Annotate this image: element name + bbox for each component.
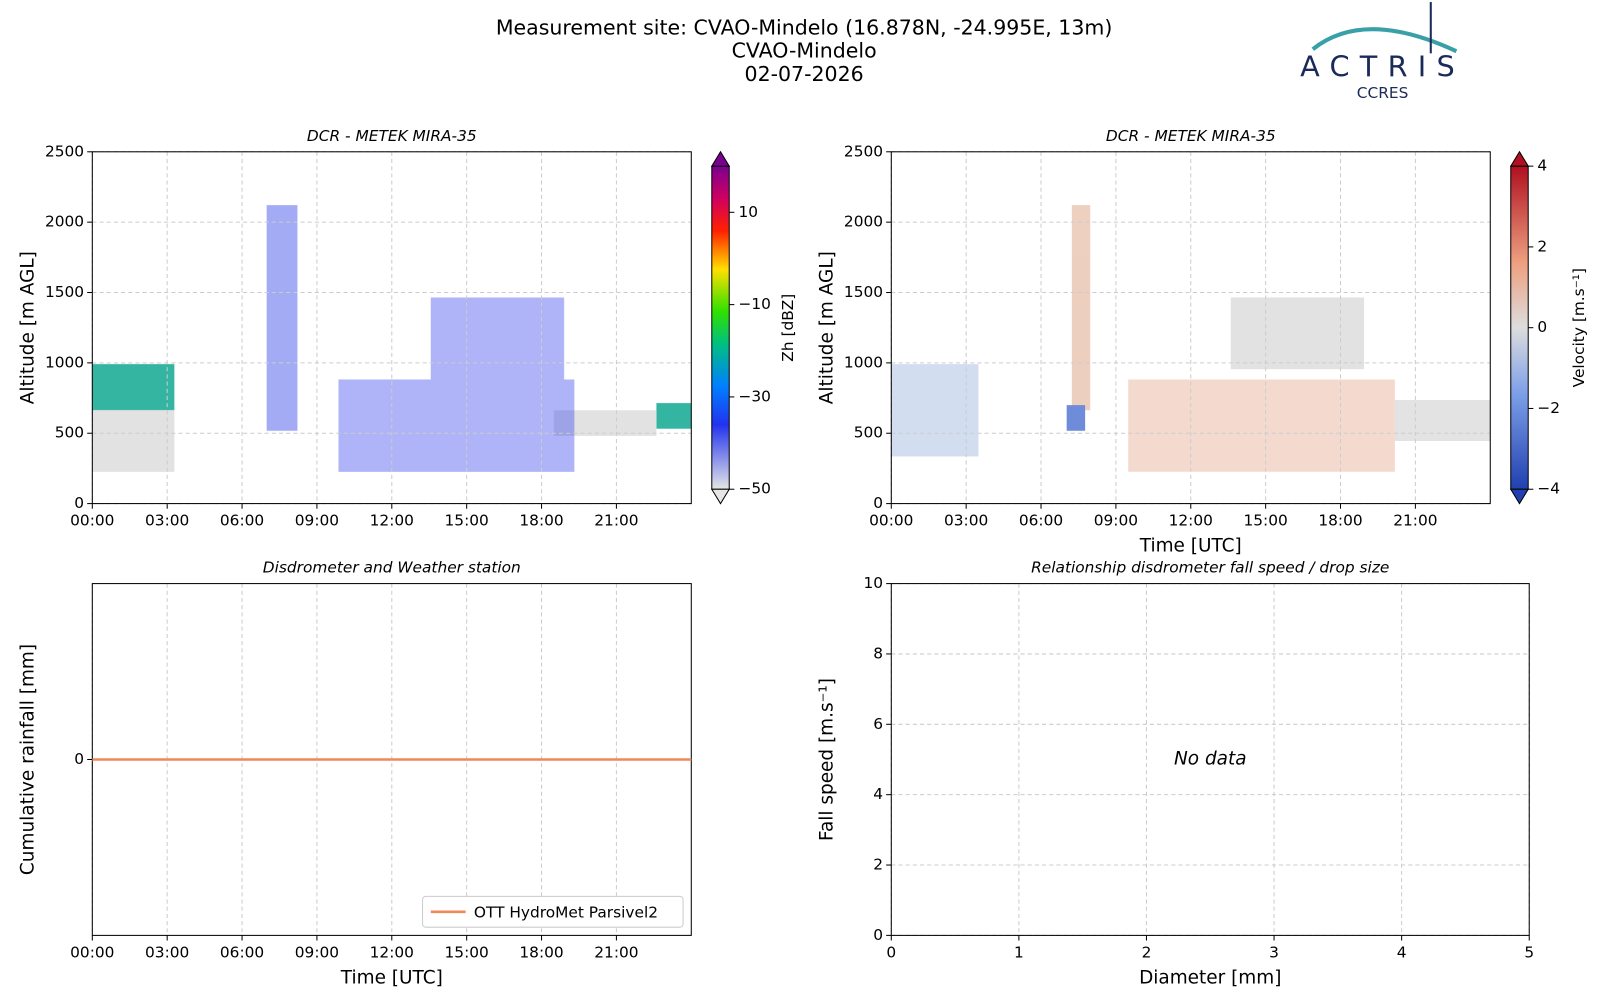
x-tick-label: 00:00 bbox=[70, 943, 114, 961]
y-tick-label: 0 bbox=[74, 494, 84, 512]
x-tick-label: 4 bbox=[1397, 943, 1407, 961]
x-axis-label: Time [UTC] bbox=[1139, 536, 1242, 557]
x-tick-label: 5 bbox=[1524, 943, 1534, 961]
x-tick-label: 09:00 bbox=[295, 943, 339, 961]
x-tick-label: 0 bbox=[886, 943, 896, 961]
y-tick-label: 6 bbox=[873, 715, 883, 733]
plot-frame bbox=[890, 583, 1530, 936]
x-tick-label: 21:00 bbox=[1393, 512, 1437, 530]
y-tick-label: 2500 bbox=[844, 142, 883, 160]
y-tick-label: 0 bbox=[74, 750, 84, 768]
radar-field bbox=[891, 205, 1491, 472]
x-tick-label: 00:00 bbox=[869, 512, 913, 530]
colorbar-tick-label: 10 bbox=[738, 203, 758, 221]
x-tick-label: 1 bbox=[1014, 943, 1024, 961]
x-tick-label: 12:00 bbox=[370, 943, 414, 961]
x-axis-label: Diameter [mm] bbox=[1139, 967, 1281, 988]
y-tick-label: 0 bbox=[873, 494, 883, 512]
x-tick-label: 03:00 bbox=[145, 512, 189, 530]
title-line: 02-07-2026 bbox=[745, 62, 864, 86]
x-tick-label: 09:00 bbox=[1094, 512, 1138, 530]
colorbar-extend bbox=[1509, 488, 1530, 505]
panel-title: Disdrometer and Weather station bbox=[263, 559, 521, 577]
y-axis-label: Altitude [m AGL] bbox=[18, 251, 39, 404]
x-axis-label: Time [UTC] bbox=[340, 967, 443, 988]
colorbar bbox=[1510, 165, 1529, 490]
x-tick-label: 15:00 bbox=[445, 943, 489, 961]
colorbar bbox=[711, 165, 730, 490]
x-tick-label: 15:00 bbox=[445, 512, 489, 530]
colorbar-tick-label: −10 bbox=[738, 295, 770, 313]
y-tick-label: 500 bbox=[854, 424, 883, 442]
y-tick-label: 2500 bbox=[45, 142, 84, 160]
y-tick-label: 10 bbox=[863, 574, 883, 592]
y-tick-label: 1500 bbox=[45, 283, 84, 301]
x-tick-label: 2 bbox=[1142, 943, 1152, 961]
colorbar-extend bbox=[710, 488, 731, 505]
title-line: CVAO-Mindelo bbox=[732, 38, 877, 62]
y-tick-label: 1500 bbox=[844, 283, 883, 301]
x-tick-label: 03:00 bbox=[145, 943, 189, 961]
y-tick-label: 2000 bbox=[45, 213, 84, 231]
x-tick-label: 00:00 bbox=[70, 512, 114, 530]
logo-sub: CCRES bbox=[1357, 84, 1409, 102]
x-tick-label: 18:00 bbox=[519, 943, 563, 961]
y-axis-label: Altitude [m AGL] bbox=[817, 251, 838, 404]
x-tick-label: 06:00 bbox=[220, 512, 264, 530]
x-tick-label: 06:00 bbox=[220, 943, 264, 961]
colorbar-tick-label: −50 bbox=[738, 480, 770, 498]
y-tick-label: 2 bbox=[873, 856, 883, 874]
y-tick-label: 4 bbox=[873, 785, 883, 803]
x-tick-label: 18:00 bbox=[1318, 512, 1362, 530]
legend-box bbox=[422, 895, 684, 928]
radar-field bbox=[92, 205, 692, 472]
x-tick-label: 12:00 bbox=[370, 512, 414, 530]
y-tick-label: 0 bbox=[873, 926, 883, 944]
colorbar-tick-label: 4 bbox=[1537, 157, 1547, 175]
y-axis-label: Fall speed [m.s⁻¹] bbox=[817, 678, 838, 841]
logo-name: ACTRIS bbox=[1300, 50, 1465, 84]
plot-frame bbox=[890, 151, 1491, 505]
colorbar-tick-label: −30 bbox=[738, 387, 770, 405]
colorbar-label: Zh [dBZ] bbox=[779, 294, 797, 362]
y-tick-label: 1000 bbox=[844, 353, 883, 371]
plot-frame bbox=[91, 151, 692, 505]
y-tick-label: 8 bbox=[873, 644, 883, 662]
panel-title: DCR - METEK MIRA-35 bbox=[1106, 127, 1276, 145]
colorbar-tick-label: 0 bbox=[1537, 318, 1547, 336]
x-tick-label: 18:00 bbox=[519, 512, 563, 530]
legend-label: OTT HydroMet Parsivel2 bbox=[474, 903, 658, 921]
colorbar-tick-label: −4 bbox=[1537, 480, 1560, 498]
panel-title: DCR - METEK MIRA-35 bbox=[307, 127, 477, 145]
y-axis-label: Cumulative rainfall [mm] bbox=[18, 644, 39, 875]
title-line: Measurement site: CVAO-Mindelo (16.878N,… bbox=[496, 16, 1113, 40]
x-tick-label: 15:00 bbox=[1243, 512, 1287, 530]
colorbar-label: Velocity [m.s⁻¹] bbox=[1570, 268, 1588, 387]
y-tick-label: 500 bbox=[55, 424, 84, 442]
x-tick-label: 3 bbox=[1269, 943, 1279, 961]
x-tick-label: 21:00 bbox=[594, 943, 638, 961]
colorbar-extend bbox=[710, 150, 731, 167]
annotation: No data bbox=[1174, 748, 1247, 769]
y-tick-label: 2000 bbox=[844, 213, 883, 231]
x-tick-label: 03:00 bbox=[944, 512, 988, 530]
x-tick-label: 21:00 bbox=[594, 512, 638, 530]
panel-title: Relationship disdrometer fall speed / dr… bbox=[1031, 559, 1389, 577]
logo: ACTRIS CCRES bbox=[1300, 2, 1465, 102]
colorbar-extend bbox=[1509, 150, 1530, 167]
x-tick-label: 09:00 bbox=[295, 512, 339, 530]
colorbar-tick-label: 2 bbox=[1537, 237, 1547, 255]
colorbar-tick-label: −2 bbox=[1537, 399, 1560, 417]
y-tick-label: 1000 bbox=[45, 353, 84, 371]
x-tick-label: 12:00 bbox=[1169, 512, 1213, 530]
x-tick-label: 06:00 bbox=[1019, 512, 1063, 530]
